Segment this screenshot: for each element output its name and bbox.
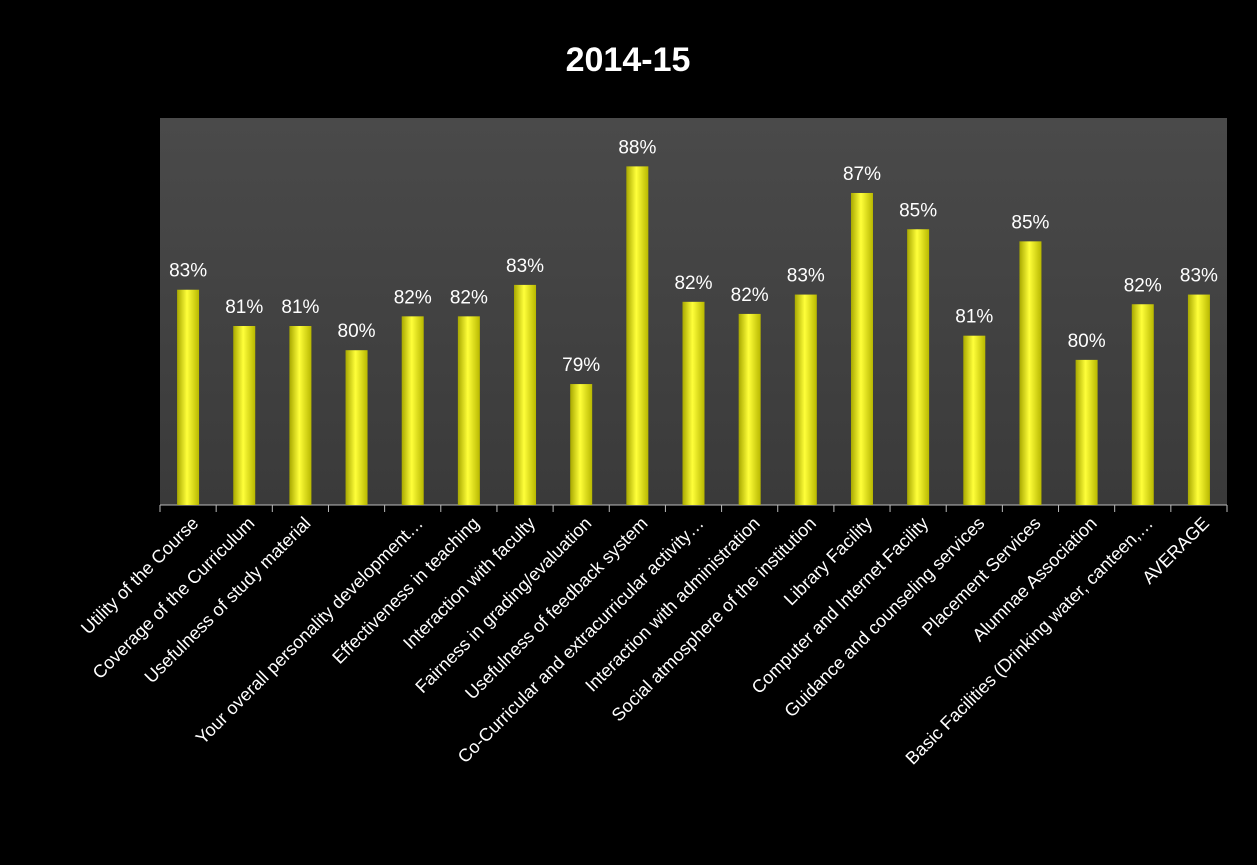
bar (1187, 294, 1210, 505)
bar (738, 313, 761, 505)
value-label: 79% (562, 355, 600, 376)
value-label: 87% (843, 164, 881, 185)
bar (626, 166, 649, 505)
value-label: 88% (618, 137, 656, 158)
value-label: 85% (899, 200, 937, 221)
bar (794, 294, 817, 505)
bar (345, 350, 368, 505)
bar (177, 289, 200, 505)
value-label: 82% (731, 285, 769, 306)
bar (457, 316, 480, 505)
value-label: 83% (506, 256, 544, 277)
bar (1131, 304, 1154, 505)
value-label: 82% (1124, 275, 1162, 296)
bar (401, 316, 424, 505)
value-label: 81% (955, 307, 993, 328)
value-label: 80% (338, 321, 376, 342)
value-label: 80% (1068, 331, 1106, 352)
value-label: 83% (169, 261, 207, 282)
value-label: 83% (1180, 266, 1218, 287)
bar (514, 284, 537, 505)
bar (1019, 241, 1042, 505)
value-label: 82% (674, 273, 712, 294)
bar (907, 229, 930, 505)
bar (233, 326, 256, 505)
bar (570, 384, 593, 505)
bar (289, 326, 312, 505)
value-label: 85% (1011, 212, 1049, 233)
bar (963, 335, 986, 505)
bar (850, 192, 873, 505)
value-label: 82% (450, 287, 488, 308)
value-label: 81% (281, 297, 319, 318)
value-label: 81% (225, 297, 263, 318)
bar (1075, 359, 1098, 505)
value-label: 82% (394, 287, 432, 308)
bar (682, 301, 705, 505)
value-label: 83% (787, 266, 825, 287)
chart-title: 2014-15 (566, 41, 691, 79)
